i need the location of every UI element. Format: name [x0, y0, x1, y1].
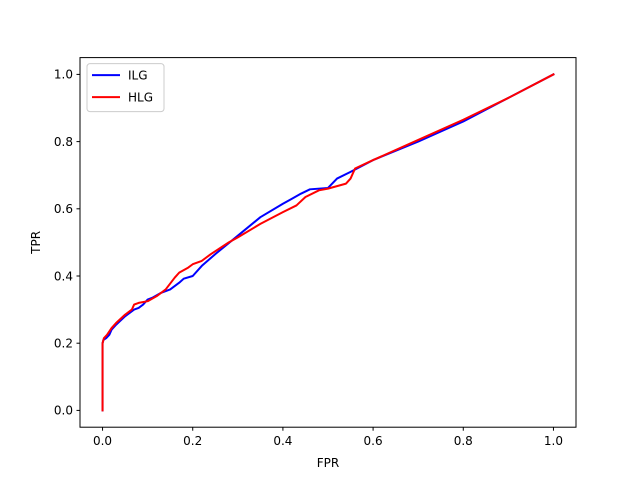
x-tick-label: 1.0	[544, 434, 563, 448]
legend-label-ilg: ILG	[128, 68, 148, 82]
x-tick-label: 0.6	[364, 434, 383, 448]
x-tick-label: 0.0	[93, 434, 112, 448]
y-tick-label: 0.8	[54, 135, 73, 149]
x-axis-ticks: 0.0 0.2 0.4 0.6 0.8 1.0	[93, 427, 563, 448]
y-tick-label: 1.0	[54, 68, 73, 82]
series-line-ilg	[101, 73, 555, 412]
series-line-hlg	[101, 73, 555, 412]
axes-frame	[79, 57, 577, 428]
y-tick-label: 0.6	[54, 202, 73, 216]
x-axis-label: FPR	[317, 456, 339, 470]
y-axis-ticks: 0.0 0.2 0.4 0.6 0.8 1.0	[54, 68, 80, 418]
legend: ILG HLG	[86, 63, 165, 113]
x-tick-label: 0.8	[454, 434, 473, 448]
y-tick-label: 0.2	[54, 337, 73, 351]
series-lines	[101, 73, 555, 412]
x-tick-label: 0.4	[273, 434, 292, 448]
y-axis-label: TPR	[29, 231, 43, 255]
legend-label-hlg: HLG	[128, 90, 153, 104]
y-tick-label: 0.4	[54, 269, 73, 283]
y-tick-label: 0.0	[54, 404, 73, 418]
x-tick-label: 0.2	[183, 434, 202, 448]
